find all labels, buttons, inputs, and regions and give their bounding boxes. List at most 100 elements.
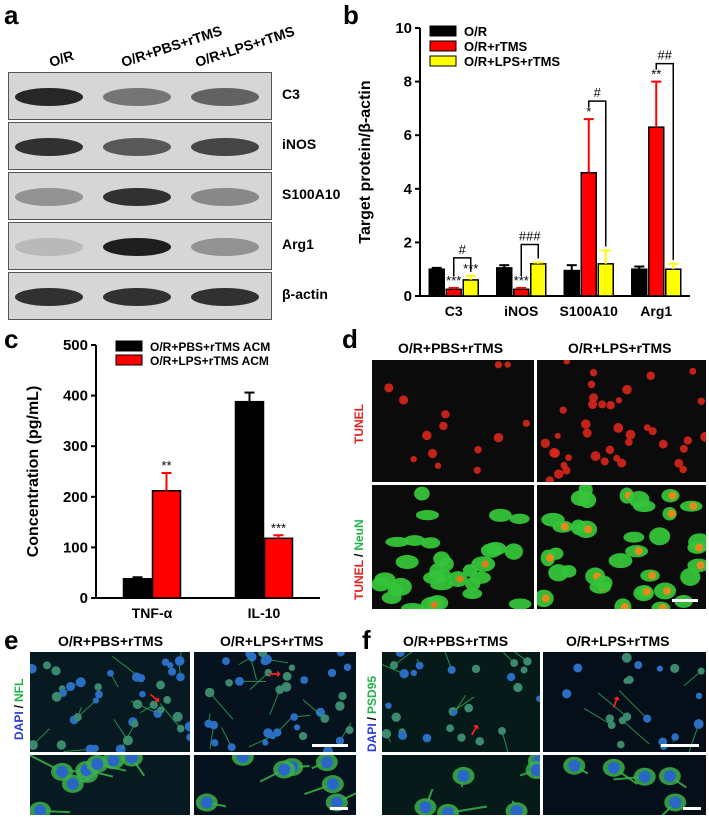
psd95-text: PSD95 [365,675,379,714]
neun-cell [462,588,483,600]
neun-text: NeuN [352,519,366,551]
neurite [618,690,648,720]
micrograph-merge-lps [537,485,706,609]
neun-cell [395,554,419,570]
dapi-nucleus [498,727,506,735]
comparison-bracket [588,100,607,247]
dapi-nucleus [156,680,165,690]
tunel-nucleus [646,371,656,380]
dapi-nucleus [139,690,146,698]
blot-strip [8,272,272,320]
dapi-nucleus [225,679,233,687]
significance-stars: *** [446,273,461,288]
tunel-nucleus [439,421,448,431]
dapi-nucleus [536,695,540,702]
micrograph-tunel-pbs [372,360,534,482]
bracket-label: ### [519,229,541,244]
dapi-nucleus [441,806,454,815]
dapi-nucleus [475,736,485,746]
tunel-nucleus [668,491,677,500]
panel-label-b: b [343,0,359,30]
dapi-text: DAPI [365,723,379,752]
dapi-nucleus [300,676,309,684]
bar [631,268,648,297]
slash-text: / [352,553,366,557]
blot-strip [8,122,272,170]
scale-bar [312,744,348,747]
dapi-nucleus [697,667,705,675]
neun-cell [414,486,430,501]
tunel-nucleus [545,553,554,562]
dapi-nucleus [204,719,213,728]
blot-bands [15,138,259,156]
dapi-nucleus [73,713,82,722]
dapi-nucleus [278,763,291,776]
bar [513,288,530,297]
tunel-nucleus [589,393,599,403]
dapi-nucleus [343,663,352,672]
blot-bands [15,188,259,206]
tunel-nucleus [473,466,481,474]
dapi-nucleus [245,652,255,659]
dapi-nucleus [257,652,268,658]
tunel-nucleus [696,561,705,570]
dapi-nucleus [95,690,103,699]
band [15,88,83,106]
band [191,138,259,156]
dapi-nucleus [320,714,330,723]
scale-bar [661,744,699,747]
tunel-nucleus [554,469,564,479]
dapi-nucleus [161,658,170,667]
nfl-text: NFL [12,678,26,702]
tunel-nucleus [658,439,668,449]
bar [122,578,153,599]
dapi-nucleus [638,770,651,783]
dapi-nucleus [335,701,345,711]
bar [428,268,445,297]
dapi-nucleus [131,672,142,682]
tunel-nucleus [643,424,651,431]
dapi-nucleus [513,682,523,693]
tunel-neun-row-label: TUNEL / NeuN [352,519,366,600]
dapi-nucleus [573,663,583,673]
dapi-nucleus [184,721,190,732]
blot-row-label: Arg1 [282,236,314,252]
neurite [269,689,281,716]
tunel-nucleus [700,431,706,442]
tunel-nucleus [434,462,442,469]
legend-swatch [429,25,457,37]
scale-bar [330,807,348,810]
dapi-nucleus [281,682,292,692]
bar [665,268,682,297]
tunel-nucleus [590,451,601,461]
blot-bands [15,288,259,306]
micrograph-tunel-lps [537,360,706,482]
dapi-nucleus [568,759,581,772]
tunel-nucleus [427,448,438,459]
dapi-nucleus [51,691,62,702]
tunel-nucleus [625,429,636,440]
micro-column-header: O/R+LPS+rTMS [566,633,670,649]
bar [648,126,665,297]
tunel-nucleus [689,502,698,511]
dapi-nucleus [51,666,61,676]
y-tick-label: 6 [404,127,412,144]
blot-column-header: O/R [47,47,76,70]
legend-label: O/R+LPS+rTMS [464,54,560,69]
dapi-nucleus [174,656,185,666]
dapi-nucleus [282,671,292,681]
tunel-nucleus [620,602,629,609]
micro-column-header: O/R+PBS+rTMS [398,340,504,356]
micrograph-nfl-lps-zoom [194,755,356,815]
dapi-nucleus [326,778,339,791]
dapi-nucleus [345,726,354,735]
tunel-nucleus [617,458,627,468]
neun-cell [420,537,441,549]
significance-stars: ** [161,458,171,473]
tunel-nucleus [683,436,692,445]
tunel-nucleus [658,603,667,609]
blot-row-label: C3 [282,86,300,102]
neun-cell [484,542,507,556]
tunel-nucleus [549,447,559,458]
neun-cell [430,580,453,591]
